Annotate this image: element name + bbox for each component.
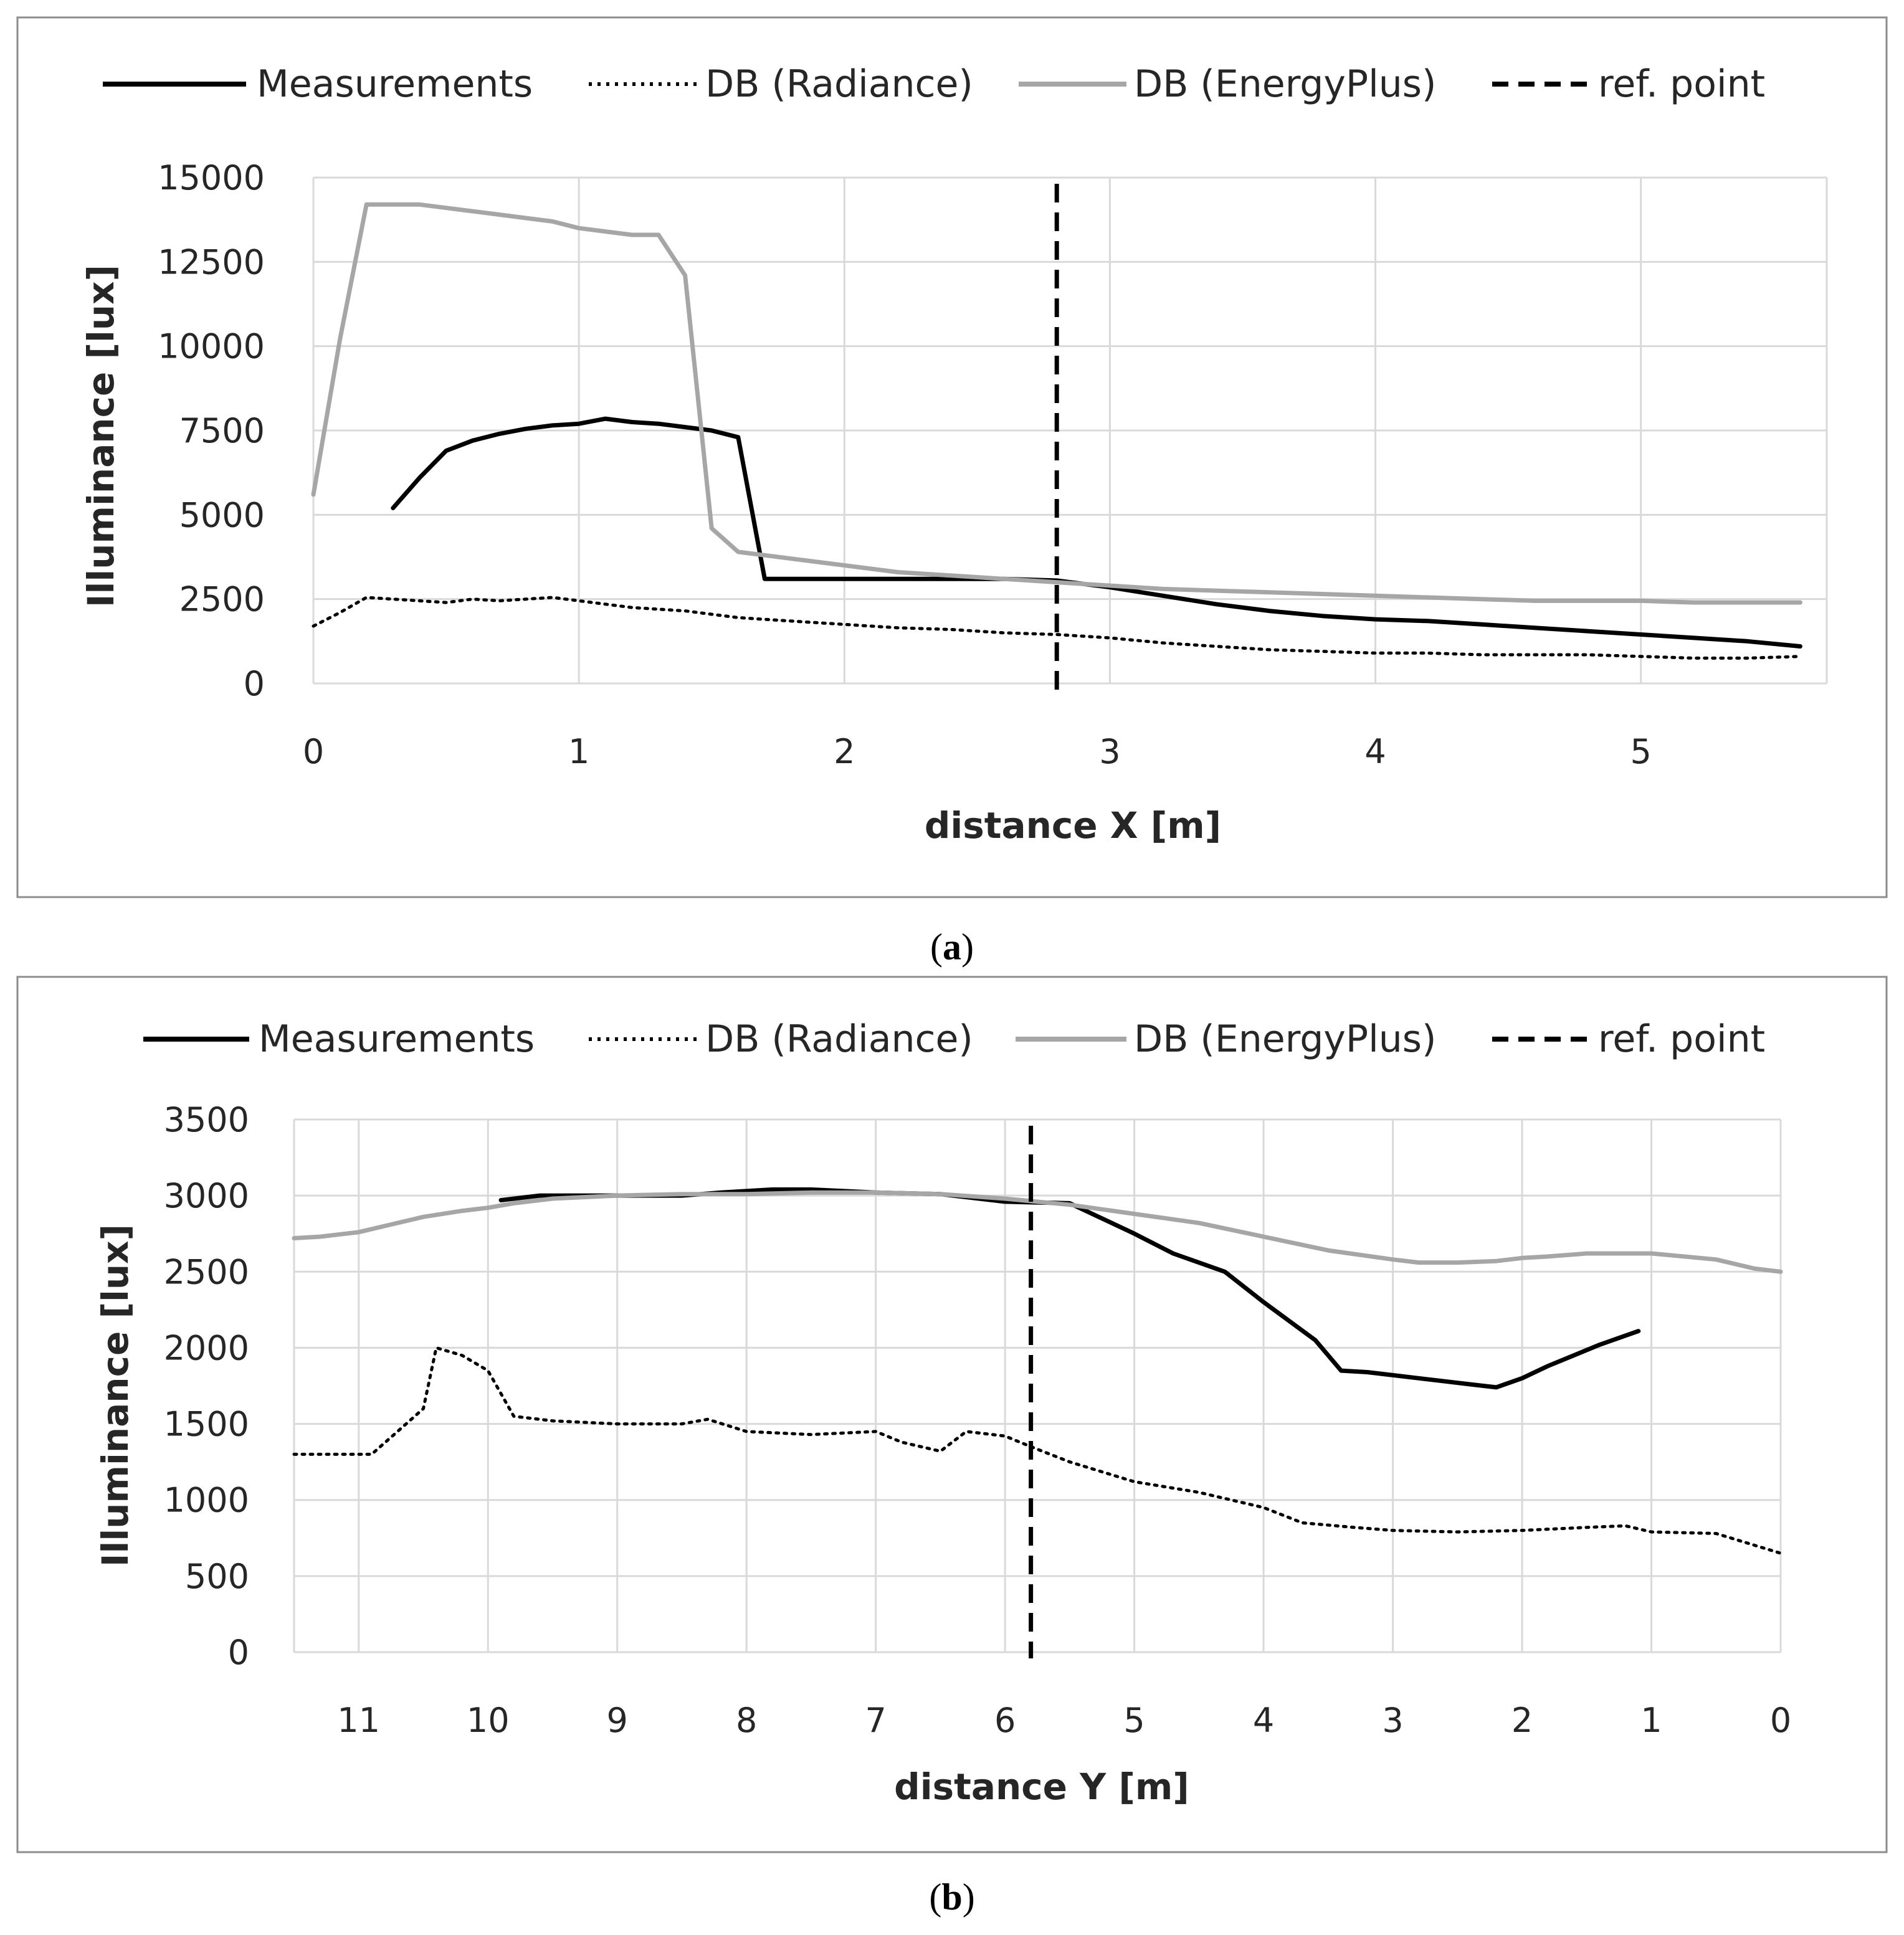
panel-a-y-axis-label: Illuminance [lux] (80, 265, 122, 607)
legend-label-energyplus: DB (EnergyPlus) (1134, 62, 1436, 106)
legend-label-measurements: Measurements (259, 1017, 535, 1061)
x-tick-label: 9 (607, 1701, 628, 1740)
x-tick-label: 3 (1099, 732, 1120, 771)
y-tick-label: 1000 (164, 1481, 249, 1520)
y-tick-label: 5000 (179, 495, 265, 535)
panel-b-x-axis-label: distance Y [m] (894, 1766, 1189, 1808)
y-tick-label: 1500 (164, 1405, 249, 1444)
x-tick-label: 5 (1123, 1701, 1145, 1740)
panel-b-y-axis-label: Illuminance [lux] (94, 1224, 136, 1567)
legend-label-radiance: DB (Radiance) (705, 1017, 973, 1061)
x-tick-label: 1 (1640, 1701, 1662, 1740)
panel-a-caption-letter: a (943, 926, 961, 968)
y-tick-label: 12500 (158, 242, 265, 282)
x-tick-label: 5 (1630, 732, 1652, 771)
panel-a-x-axis-label: distance X [m] (925, 804, 1221, 847)
y-tick-label: 2000 (164, 1328, 249, 1367)
panel-a-legend: Measurements DB (Radiance) DB (EnergyPlu… (103, 62, 1765, 106)
x-tick-label: 6 (994, 1701, 1016, 1740)
x-tick-label: 2 (1511, 1701, 1533, 1740)
y-tick-label: 15000 (158, 158, 265, 197)
y-tick-label: 0 (228, 1633, 249, 1672)
x-tick-label: 10 (467, 1701, 510, 1740)
x-tick-label: 1 (568, 732, 589, 771)
y-tick-label: 10000 (158, 327, 265, 366)
legend-label-measurements: Measurements (257, 62, 533, 106)
y-tick-label: 2500 (179, 580, 265, 619)
panel-b-frame (16, 976, 1888, 1853)
y-tick-label: 7500 (179, 411, 265, 450)
panel-b-plot: 11 10 9 8 7 6 5 4 3 2 1 005001000150020002500300035… (164, 1100, 1792, 1740)
legend-label-radiance: DB (Radiance) (705, 62, 973, 106)
x-tick-label: 0 (1770, 1701, 1791, 1740)
series-line-db-energyplus (311, 202, 1802, 605)
legend-label-ref-point: ref. point (1598, 62, 1765, 106)
series-line-db-radiance (292, 1346, 1783, 1555)
y-tick-label: 500 (185, 1557, 249, 1596)
x-tick-label: 2 (834, 732, 855, 771)
y-tick-label: 3000 (164, 1176, 249, 1215)
panel-a-caption: (a) (930, 926, 974, 968)
y-tick-label: 0 (244, 664, 265, 703)
y-tick-label: 2500 (164, 1252, 249, 1291)
panel-b-caption-letter: b (941, 1876, 962, 1918)
x-tick-label: 11 (337, 1701, 380, 1740)
x-tick-label: 8 (736, 1701, 757, 1740)
panel-a: Measurements DB (Radiance) DB (EnergyPlu… (16, 16, 1888, 898)
series-line-db-energyplus (292, 1190, 1783, 1274)
x-tick-label: 3 (1382, 1701, 1403, 1740)
panel-b-caption: (b) (929, 1876, 974, 1918)
series-line-db-radiance (312, 596, 1802, 660)
panel-b-legend: Measurements DB (Radiance) DB (EnergyPlu… (143, 1017, 1765, 1061)
panel-a-plot: 0 1 2 3 4 5 0 2500 5000 7500 10000 12500 15000 (158, 158, 1828, 771)
panel-a-frame (16, 16, 1888, 898)
x-tick-label: 4 (1253, 1701, 1274, 1740)
series-line-measurements (498, 1187, 1641, 1390)
x-tick-label: 0 (303, 732, 324, 771)
panel-b: Measurements DB (Radiance) DB (EnergyPlu… (16, 976, 1888, 1853)
legend-label-ref-point: ref. point (1598, 1017, 1765, 1061)
legend-label-energyplus: DB (EnergyPlus) (1134, 1017, 1436, 1061)
x-tick-label: 4 (1364, 732, 1386, 771)
y-tick-label: 3500 (164, 1100, 249, 1139)
x-tick-label: 7 (865, 1701, 886, 1740)
series-line-measurements (391, 416, 1802, 649)
